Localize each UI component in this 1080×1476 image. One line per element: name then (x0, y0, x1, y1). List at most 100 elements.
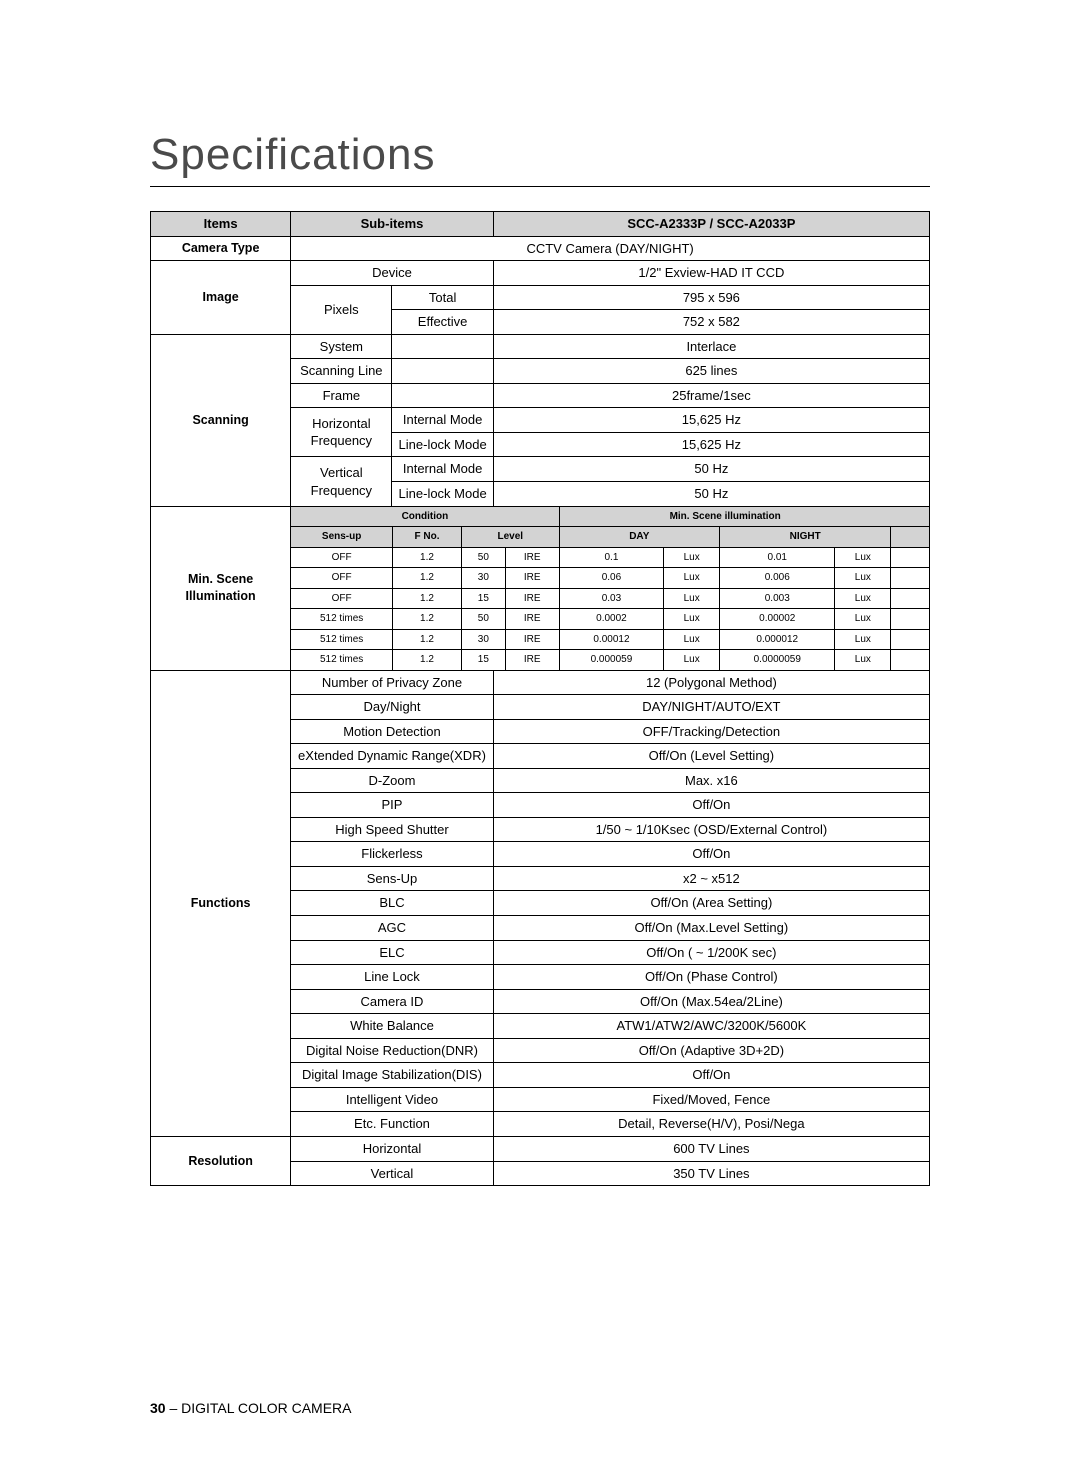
functions-value: DAY/NIGHT/AUTO/EXT (493, 695, 929, 720)
functions-key: Camera ID (291, 989, 494, 1014)
functions-value: ATW1/ATW2/AWC/3200K/5600K (493, 1014, 929, 1039)
msi-pad2 (891, 527, 929, 548)
functions-value: Off/On (Adaptive 3D+2D) (493, 1038, 929, 1063)
msi-row: OFF1.230IRE0.06Lux0.006Lux (291, 568, 929, 589)
msi-pad3 (891, 588, 929, 609)
msi-msi-header: Min. Scene illumination (559, 507, 891, 527)
functions-value: 1/50 ~ 1/10Ksec (OSD/External Control) (493, 817, 929, 842)
msi-level-unit: IRE (505, 650, 559, 670)
msi-night-val: 0.006 (720, 568, 835, 589)
functions-label: Functions (151, 670, 291, 1136)
msi-fno-h: F No. (393, 527, 462, 548)
scanning-line-value: 625 lines (493, 359, 929, 384)
functions-key: AGC (291, 916, 494, 941)
min-scene-inner-table: ConditionMin. Scene illuminationSens-upF… (291, 507, 929, 670)
msi-day-val: 0.06 (559, 568, 664, 589)
scanning-line-blank (392, 359, 493, 384)
msi-fno: 1.2 (393, 568, 462, 589)
scanning-line-label: Scanning Line (291, 359, 392, 384)
camera-type-label: Camera Type (151, 236, 291, 261)
scanning-frame-value: 25frame/1sec (493, 383, 929, 408)
functions-key: PIP (291, 793, 494, 818)
scanning-system-row: Scanning System Interlace (151, 334, 930, 359)
camera-type-row: Camera Type CCTV Camera (DAY/NIGHT) (151, 236, 930, 261)
footer-text: – DIGITAL COLOR CAMERA (166, 1400, 352, 1416)
resolution-v-label: Vertical (291, 1161, 494, 1186)
min-scene-cell: ConditionMin. Scene illuminationSens-upF… (291, 506, 930, 670)
functions-key: Line Lock (291, 965, 494, 990)
msi-level-unit: IRE (505, 547, 559, 568)
functions-key: High Speed Shutter (291, 817, 494, 842)
resolution-label: Resolution (151, 1136, 291, 1185)
functions-key: ELC (291, 940, 494, 965)
msi-day-h: DAY (559, 527, 720, 548)
msi-night-h: NIGHT (720, 527, 891, 548)
functions-value: Off/On (Phase Control) (493, 965, 929, 990)
msi-level-val: 30 (461, 629, 505, 650)
msi-fno: 1.2 (393, 650, 462, 670)
msi-level-unit: IRE (505, 568, 559, 589)
functions-key: BLC (291, 891, 494, 916)
functions-value: Off/On (493, 1063, 929, 1088)
image-eff-label: Effective (392, 310, 493, 335)
scanning-system-label: System (291, 334, 392, 359)
page-number: 30 (150, 1400, 166, 1416)
msi-level-val: 30 (461, 568, 505, 589)
functions-value: Off/On ( ~ 1/200K sec) (493, 940, 929, 965)
image-pixels-label: Pixels (291, 285, 392, 334)
msi-day-val: 0.1 (559, 547, 664, 568)
msi-day-unit: Lux (664, 588, 720, 609)
functions-value: Off/On (Area Setting) (493, 891, 929, 916)
msi-row: 512 times1.215IRE0.000059Lux0.0000059Lux (291, 650, 929, 670)
functions-value: x2 ~ x512 (493, 866, 929, 891)
resolution-v-value: 350 TV Lines (493, 1161, 929, 1186)
msi-fno: 1.2 (393, 547, 462, 568)
msi-pad3 (891, 650, 929, 670)
msi-night-unit: Lux (835, 547, 891, 568)
functions-key: Digital Noise Reduction(DNR) (291, 1038, 494, 1063)
msi-fno: 1.2 (393, 629, 462, 650)
scanning-hfreq-int-value: 15,625 Hz (493, 408, 929, 433)
functions-row: FunctionsNumber of Privacy Zone12 (Polyg… (151, 670, 930, 695)
msi-night-val: 0.01 (720, 547, 835, 568)
functions-key: Etc. Function (291, 1112, 494, 1137)
functions-value: 12 (Polygonal Method) (493, 670, 929, 695)
header-items: Items (151, 212, 291, 237)
scanning-frame-blank (392, 383, 493, 408)
functions-key: Flickerless (291, 842, 494, 867)
functions-key: Digital Image Stabilization(DIS) (291, 1063, 494, 1088)
msi-level-unit: IRE (505, 588, 559, 609)
msi-sensup: OFF (291, 547, 392, 568)
scanning-hfreq-label: Horizontal Frequency (291, 408, 392, 457)
msi-night-val: 0.00002 (720, 609, 835, 630)
scanning-frame-label: Frame (291, 383, 392, 408)
msi-row: OFF1.250IRE0.1Lux0.01Lux (291, 547, 929, 568)
resolution-h-value: 600 TV Lines (493, 1136, 929, 1161)
msi-pad3 (891, 568, 929, 589)
msi-pad (891, 507, 929, 527)
image-label: Image (151, 261, 291, 335)
image-total-value: 795 x 596 (493, 285, 929, 310)
functions-key: Sens-Up (291, 866, 494, 891)
msi-day-val: 0.0002 (559, 609, 664, 630)
msi-day-unit: Lux (664, 629, 720, 650)
functions-key: Motion Detection (291, 719, 494, 744)
functions-value: Off/On (493, 793, 929, 818)
msi-level-val: 50 (461, 609, 505, 630)
msi-row: 512 times1.250IRE0.0002Lux0.00002Lux (291, 609, 929, 630)
functions-value: Off/On (493, 842, 929, 867)
image-device-row: Image Device 1/2" Exview-HAD IT CCD (151, 261, 930, 286)
msi-sensup: 512 times (291, 650, 392, 670)
msi-header2: Sens-upF No.LevelDAYNIGHT (291, 527, 929, 548)
msi-sensup: 512 times (291, 629, 392, 650)
scanning-hfreq-ll-label: Line-lock Mode (392, 432, 493, 457)
functions-key: Day/Night (291, 695, 494, 720)
msi-night-unit: Lux (835, 629, 891, 650)
msi-night-val: 0.000012 (720, 629, 835, 650)
functions-key: Intelligent Video (291, 1087, 494, 1112)
msi-header1: ConditionMin. Scene illumination (291, 507, 929, 527)
msi-sensup: OFF (291, 568, 392, 589)
msi-night-unit: Lux (835, 588, 891, 609)
msi-level-unit: IRE (505, 609, 559, 630)
functions-value: Fixed/Moved, Fence (493, 1087, 929, 1112)
